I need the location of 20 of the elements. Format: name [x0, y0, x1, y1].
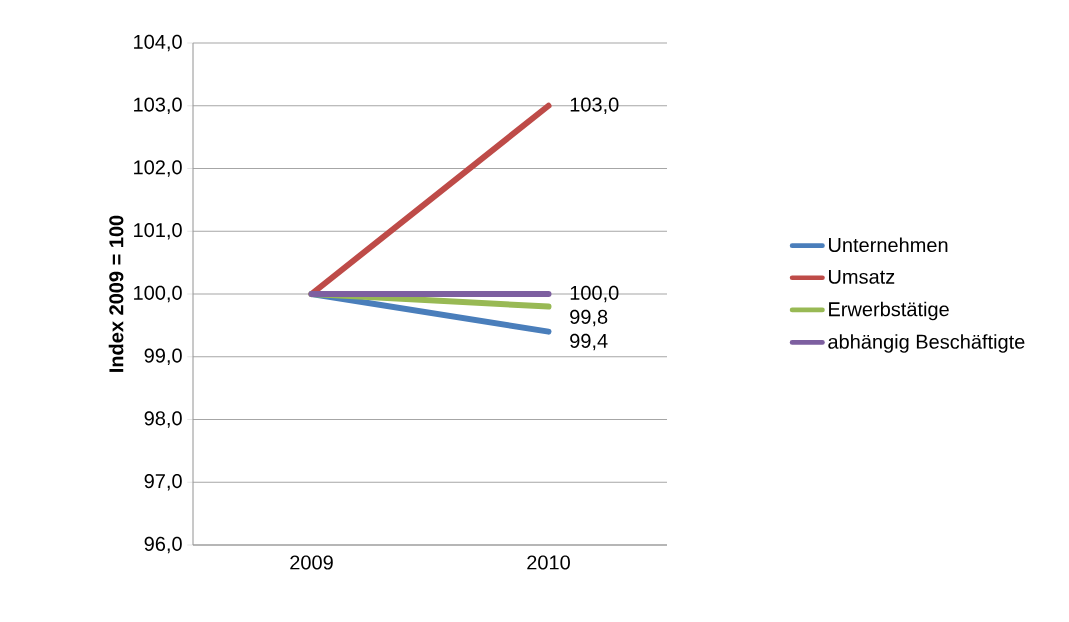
legend-label: Erwerbstätige — [829, 301, 949, 321]
y-tick-label: 97,0 — [144, 473, 182, 491]
data-label: 100,0 — [570, 285, 619, 303]
legend-label: abhängig Beschäftigte — [828, 334, 1025, 353]
data-label: 99,4 — [570, 333, 608, 351]
data-label: 99,8 — [570, 309, 608, 327]
y-tick-label: 103,0 — [134, 97, 182, 115]
y-axis-title: Index 2009 = 100 — [108, 215, 124, 372]
x-tick-label: 2009 — [290, 555, 333, 570]
x-tick-label: 2010 — [527, 555, 570, 570]
y-tick-label: 96,0 — [144, 536, 182, 554]
y-tick-label: 101,0 — [134, 222, 182, 240]
y-tick-label: 98,0 — [144, 411, 182, 428]
y-tick-label: 104,0 — [134, 34, 182, 52]
legend-label: Umsatz — [829, 269, 895, 284]
legend-label: Unternehmen — [829, 237, 948, 253]
y-tick-label: 102,0 — [134, 160, 182, 177]
y-tick-label: 100,0 — [134, 285, 182, 303]
y-tick-label: 99,0 — [144, 348, 182, 366]
data-label: 103,0 — [570, 97, 619, 115]
